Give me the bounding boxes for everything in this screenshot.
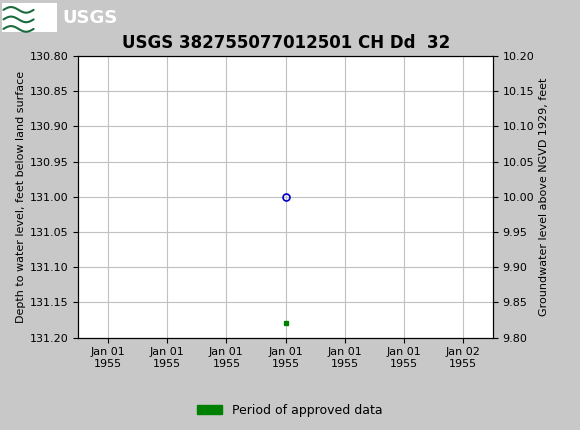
FancyBboxPatch shape [2, 3, 57, 32]
Text: USGS: USGS [63, 9, 118, 27]
Y-axis label: Groundwater level above NGVD 1929, feet: Groundwater level above NGVD 1929, feet [539, 77, 549, 316]
Y-axis label: Depth to water level, feet below land surface: Depth to water level, feet below land su… [16, 71, 26, 323]
Title: USGS 382755077012501 CH Dd  32: USGS 382755077012501 CH Dd 32 [122, 34, 450, 52]
Legend: Period of approved data: Period of approved data [192, 399, 388, 421]
